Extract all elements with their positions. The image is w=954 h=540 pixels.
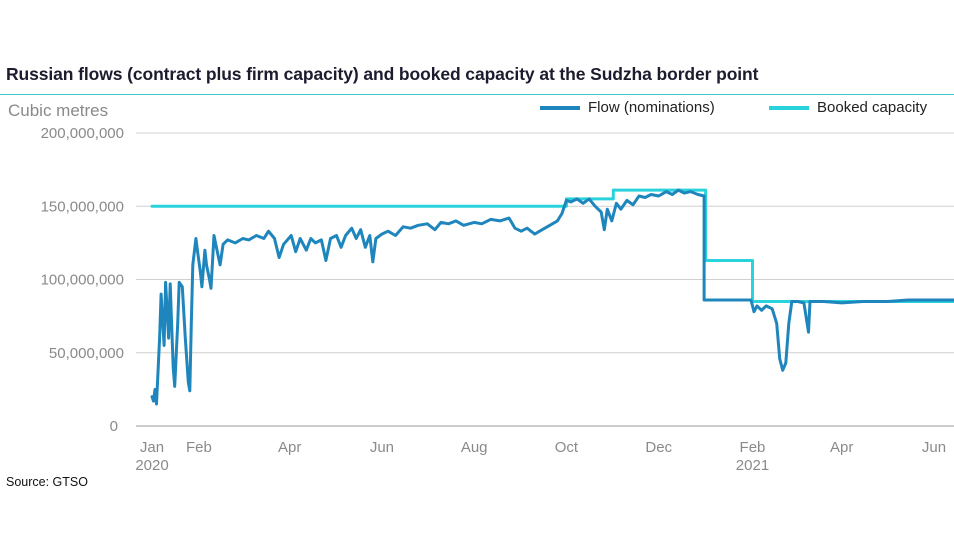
gridlines <box>136 132 954 427</box>
x-tick-label: Feb <box>186 439 212 456</box>
y-tick-label: 100,000,000 <box>41 272 124 289</box>
x-tick-year-label: 2020 <box>135 457 168 474</box>
legend-item-booked: Booked capacity <box>769 99 927 116</box>
source-note: Source: GTSO <box>6 475 88 489</box>
x-tick-label: Jun <box>922 439 946 456</box>
y-tick-label: 200,000,000 <box>41 125 124 142</box>
x-tick-label: Feb <box>740 439 766 456</box>
x-tick-label: Jan <box>140 439 164 456</box>
x-tick-year-label: 2021 <box>736 457 769 474</box>
legend-label-flow: Flow (nominations) <box>588 99 715 116</box>
chart-title: Russian flows (contract plus firm capaci… <box>6 64 759 84</box>
series-line-booked-capacity <box>150 188 954 303</box>
x-tick-label: Oct <box>555 439 579 456</box>
x-tick-label: Jun <box>370 439 394 456</box>
y-tick-label: 0 <box>110 418 118 435</box>
x-tick-label: Apr <box>278 439 301 456</box>
series-line-flow <box>150 188 954 406</box>
y-tick-label: 150,000,000 <box>41 198 124 215</box>
legend-item-flow: Flow (nominations) <box>540 99 715 116</box>
legend-swatch-flow <box>540 105 580 110</box>
legend-swatch-booked <box>769 105 809 110</box>
legend-label-booked: Booked capacity <box>817 99 928 116</box>
y-axis-label: Cubic metres <box>8 101 109 120</box>
series-lines <box>150 188 954 406</box>
x-tick-label: Dec <box>645 439 672 456</box>
x-tick-label: Aug <box>461 439 488 456</box>
title-divider <box>0 94 954 95</box>
y-axis-ticks: 0 50,000,000 100,000,000 150,000,000 200,000… <box>41 125 124 435</box>
x-tick-label: Apr <box>830 439 853 456</box>
y-tick-label: 50,000,000 <box>49 345 124 362</box>
